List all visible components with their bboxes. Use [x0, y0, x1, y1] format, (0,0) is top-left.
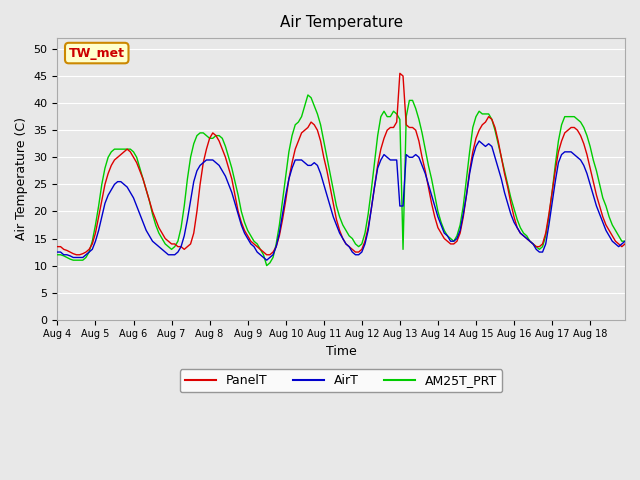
Title: Air Temperature: Air Temperature — [280, 15, 403, 30]
AirT — [621, 239, 629, 244]
AirT — [273, 244, 280, 250]
Line: AM25T_PRT: AM25T_PRT — [58, 95, 625, 265]
AirT — [63, 252, 71, 258]
AirT — [171, 252, 179, 258]
AM25T_PRT — [171, 244, 179, 250]
AM25T_PRT — [54, 252, 61, 258]
PanelT — [564, 127, 572, 133]
AM25T_PRT — [621, 239, 629, 244]
PanelT — [273, 244, 280, 250]
PanelT — [72, 252, 80, 258]
AirT — [54, 249, 61, 255]
AirT — [476, 138, 483, 144]
Legend: PanelT, AirT, AM25T_PRT: PanelT, AirT, AM25T_PRT — [180, 370, 502, 392]
AM25T_PRT — [609, 222, 616, 228]
PanelT — [63, 248, 71, 253]
AirT — [609, 239, 616, 244]
Line: PanelT: PanelT — [58, 73, 625, 255]
PanelT — [174, 244, 182, 250]
Line: AirT: AirT — [58, 141, 625, 260]
AM25T_PRT — [120, 146, 128, 152]
AM25T_PRT — [564, 114, 572, 120]
X-axis label: Time: Time — [326, 345, 356, 358]
Text: TW_met: TW_met — [68, 47, 125, 60]
AM25T_PRT — [263, 263, 271, 268]
PanelT — [621, 241, 629, 247]
AirT — [263, 257, 271, 263]
AM25T_PRT — [273, 241, 280, 247]
AirT — [564, 149, 572, 155]
AM25T_PRT — [304, 92, 312, 98]
PanelT — [124, 146, 131, 152]
PanelT — [396, 71, 404, 76]
PanelT — [609, 233, 616, 239]
AirT — [120, 181, 128, 187]
Y-axis label: Air Temperature (C): Air Temperature (C) — [15, 118, 28, 240]
PanelT — [54, 244, 61, 250]
AM25T_PRT — [63, 254, 71, 260]
